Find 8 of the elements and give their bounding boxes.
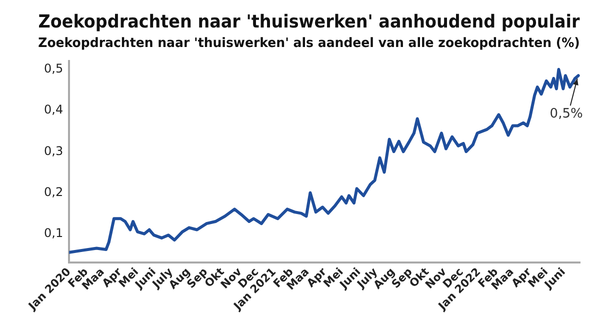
annotation: 0,5% [550, 106, 583, 122]
y-tick-label: 0,3 [44, 144, 64, 158]
y-tick-label: 0,2 [44, 184, 64, 199]
y-tick-label: 0,1 [44, 226, 64, 240]
chart-title: Zoekopdrachten naar 'thuiswerken' aanhoudend populair [38, 12, 580, 33]
chart-subtitle: Zoekopdrachten naar 'thuiswerken' als aandeel van alle zoekopdrachten (%) [38, 36, 580, 51]
y-tick-label: 0,4 [44, 102, 64, 117]
y-tick-label: 0,5 [44, 62, 64, 76]
